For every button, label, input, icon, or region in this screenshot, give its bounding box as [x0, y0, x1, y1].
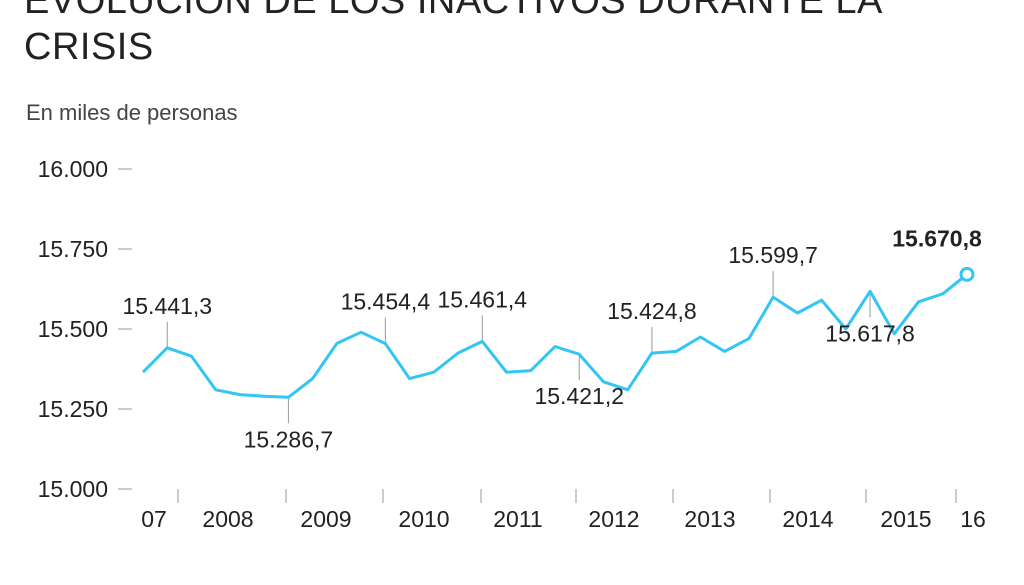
y-tick-label: 15.000 — [38, 476, 108, 502]
chart-subtitle: En miles de personas — [26, 100, 238, 125]
y-tick-label: 15.500 — [38, 316, 108, 342]
data-label: 15.461,4 — [438, 286, 528, 312]
data-label: 15.617,8 — [825, 320, 915, 346]
data-label: 15.441,3 — [122, 293, 212, 319]
x-tick-label: 2009 — [300, 506, 351, 532]
x-tick-label: 2010 — [398, 506, 449, 532]
y-tick-label: 15.250 — [38, 396, 108, 422]
x-tick-label: 2008 — [202, 506, 253, 532]
last-point-marker — [959, 266, 975, 282]
series-line — [141, 273, 968, 399]
data-label: 15.599,7 — [728, 242, 818, 268]
data-label: 15.286,7 — [244, 426, 334, 452]
x-tick-label: 2012 — [588, 506, 639, 532]
data-label: 15.424,8 — [607, 298, 697, 324]
x-tick-label: 2011 — [493, 506, 542, 532]
y-tick-label: 15.750 — [38, 236, 108, 262]
x-tick-label: 16 — [960, 506, 986, 532]
chart-title: EVOLUCIÓN DE LOS INACTIVOS DURANTE LA CR… — [24, 0, 881, 68]
x-tick-label: 2015 — [880, 506, 931, 532]
data-label: 15.454,4 — [341, 289, 431, 315]
x-tick-label: 2013 — [684, 506, 735, 532]
x-tick-label: 2014 — [782, 506, 833, 532]
data-label: 15.421,2 — [534, 383, 624, 409]
y-tick-label: 16.000 — [38, 156, 108, 182]
x-tick-label: 07 — [141, 506, 167, 532]
data-label: 15.670,8 — [892, 225, 982, 251]
